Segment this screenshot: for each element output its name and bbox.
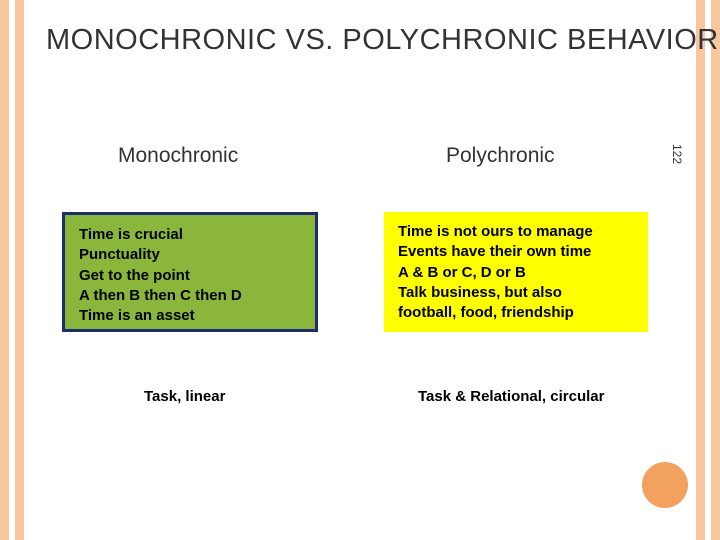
decor-circle [642,462,688,508]
left-summary: Task, linear [144,388,225,405]
decor-stripe [15,0,24,540]
box-line: Time is crucial [79,225,301,245]
box-line: Events have their own time [398,242,634,262]
box-line: Time is not ours to manage [398,222,634,242]
box-line: football, food, friendship [398,303,634,323]
box-line: Get to the point [79,266,301,286]
right-summary: Task & Relational, circular [418,388,604,405]
box-line: A then B then C then D [79,286,301,306]
polychronic-box: Time is not ours to manage Events have t… [384,212,648,332]
box-line: Talk business, but also [398,283,634,303]
left-column-heading: Monochronic [118,144,238,168]
box-line: Time is an asset [79,306,301,326]
box-line: A & B or C, D or B [398,263,634,283]
decor-stripe [696,0,705,540]
box-line: Punctuality [79,245,301,265]
slide-title: MONOCHRONIC VS. POLYCHRONIC BEHAVIOR [46,22,719,58]
decor-stripe [0,0,9,540]
decor-stripe [711,0,720,540]
page-number: 122 [670,144,684,164]
monochronic-box: Time is crucial Punctuality Get to the p… [62,212,318,332]
right-column-heading: Polychronic [446,144,555,168]
